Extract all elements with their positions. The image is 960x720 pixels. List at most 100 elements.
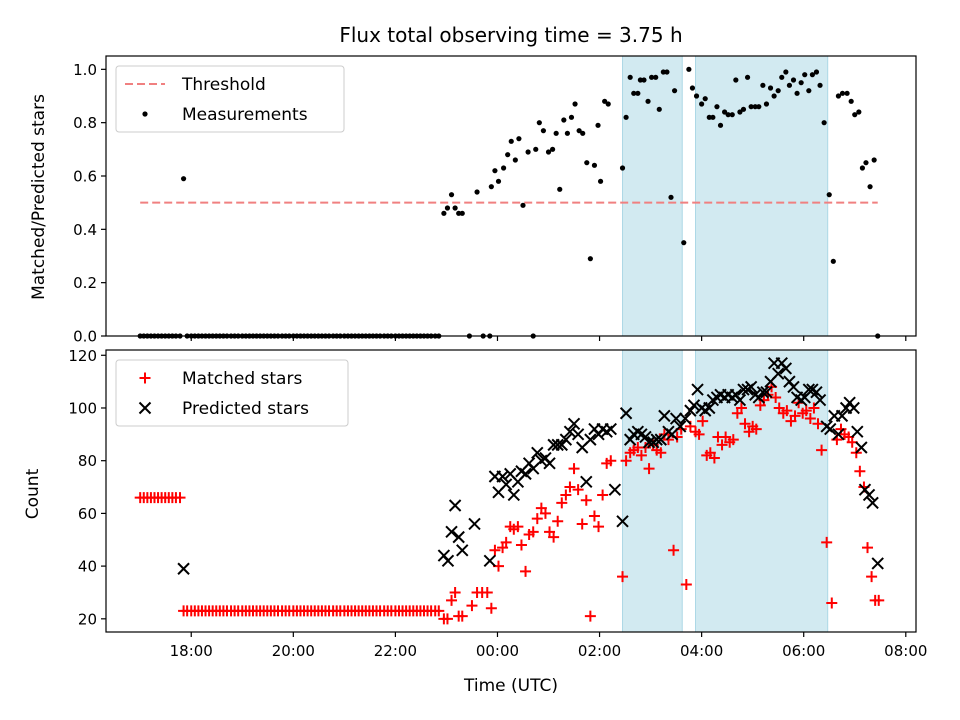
bottom-point-x — [669, 412, 683, 425]
bottom-point-plus — [873, 594, 885, 606]
top-point-dot — [867, 184, 873, 190]
top-point-dot — [602, 98, 608, 104]
top-point-dot — [794, 90, 800, 96]
bottom-point-x — [756, 385, 770, 399]
x-tick-label: 06:00 — [782, 642, 825, 660]
bottom-legend-box — [115, 359, 349, 427]
bottom-point-plus — [446, 594, 458, 606]
bottom-point-x — [619, 407, 633, 420]
bottom-point-x — [871, 557, 884, 570]
x-tick-label: 02:00 — [578, 642, 621, 660]
bottom-point-x — [866, 496, 879, 510]
top-point-dot — [806, 88, 812, 94]
bottom-point-plus — [500, 536, 512, 548]
bottom-point-x — [855, 441, 868, 454]
bottom-point-x — [499, 478, 513, 491]
top-point-dot — [693, 93, 700, 99]
bottom-point-x — [703, 401, 716, 415]
top-point-dot — [536, 120, 542, 126]
x-tick-label: 04:00 — [680, 642, 723, 660]
top-point-dot — [533, 146, 539, 152]
top-point-dot — [839, 90, 846, 96]
bottom-point-plus — [584, 610, 596, 622]
bottom-point-plus — [441, 613, 453, 625]
top-point-dot — [619, 165, 626, 171]
top-point-dot — [641, 77, 647, 83]
top-point-dot — [775, 88, 781, 94]
top-point-dot — [572, 101, 578, 107]
bottom-series-x — [177, 356, 884, 575]
bottom-point-x — [737, 383, 750, 396]
bottom-point-plus — [531, 513, 543, 525]
top-point-dot — [802, 72, 808, 78]
bottom-point-x — [468, 517, 481, 531]
top-point-dot — [826, 192, 832, 198]
bottom-point-plus — [539, 507, 551, 519]
top-y-tick-label: 0.4 — [73, 221, 97, 239]
top-point-dot — [830, 258, 836, 264]
top-point-dot — [699, 101, 705, 107]
top-point-dot — [706, 114, 712, 120]
bottom-point-plus — [580, 494, 592, 506]
top-point-dot — [856, 109, 862, 115]
top-point-dot — [561, 117, 567, 123]
top-point-dot — [456, 210, 462, 216]
bottom-point-x — [604, 422, 617, 436]
bottom-legend: Matched stars Predicted stars — [115, 359, 349, 427]
top-point-dot — [441, 210, 447, 216]
top-point-dot — [500, 165, 507, 171]
bottom-point-plus — [854, 465, 866, 477]
bottom-point-x — [543, 457, 556, 470]
bottom-point-plus — [556, 497, 568, 509]
bottom-legend-swatch-x — [138, 401, 152, 415]
bottom-point-x — [851, 425, 864, 438]
top-point-dot — [848, 98, 854, 104]
top-point-dot — [821, 120, 827, 126]
bottom-point-plus — [735, 402, 747, 414]
bottom-point-plus — [812, 418, 824, 430]
bottom-point-plus — [750, 423, 762, 435]
bottom-point-plus — [727, 434, 739, 446]
top-point-dot — [722, 109, 728, 115]
top-legend: Threshold Measurements — [115, 65, 345, 133]
top-point-dot — [605, 101, 611, 107]
bottom-point-x — [813, 393, 827, 407]
top-y-tick-label: 1.0 — [73, 61, 97, 79]
top-point-dot — [516, 136, 522, 142]
bottom-point-plus — [643, 463, 655, 475]
top-point-dot — [813, 69, 820, 75]
top-point-dot — [771, 93, 777, 99]
top-point-dot — [587, 256, 593, 262]
top-point-dot — [664, 69, 670, 75]
top-point-dot — [748, 104, 754, 110]
top-point-dot — [767, 85, 774, 91]
bottom-point-x — [551, 438, 564, 452]
bottom-point-x — [832, 428, 845, 441]
bottom-y-tick-label: 60 — [78, 505, 97, 523]
top-y-axis-label: Matched/Predicted stars — [29, 94, 49, 300]
bottom-point-x — [771, 367, 785, 380]
top-point-dot — [656, 106, 662, 112]
top-point-dot — [584, 160, 590, 166]
top-y-tick-label: 0.0 — [73, 328, 97, 346]
bottom-point-plus — [512, 521, 524, 533]
bottom-point-plus — [781, 405, 793, 417]
bottom-point-plus — [739, 418, 751, 430]
bottom-y-axis-label: Count — [23, 468, 43, 519]
top-point-dot — [444, 205, 451, 211]
bottom-point-x — [760, 385, 773, 399]
top-point-dot — [671, 88, 678, 94]
x-tick-label: 00:00 — [476, 642, 519, 660]
bottom-point-plus — [697, 415, 709, 427]
bottom-point-plus — [826, 597, 838, 609]
bottom-point-plus — [520, 565, 532, 577]
bottom-point-plus — [789, 410, 801, 422]
ratio-panel: 0.0 0.2 0.4 0.6 0.8 1.0 Threshold Measurements — [73, 55, 917, 346]
bottom-point-plus — [593, 521, 605, 533]
bottom-point-x — [441, 554, 455, 568]
x-tick-label: 22:00 — [374, 642, 417, 660]
bottom-legend-swatch-plus — [139, 372, 151, 384]
bottom-point-x — [177, 562, 190, 575]
top-legend-label: Threshold — [181, 75, 266, 95]
bottom-point-x — [580, 475, 593, 488]
